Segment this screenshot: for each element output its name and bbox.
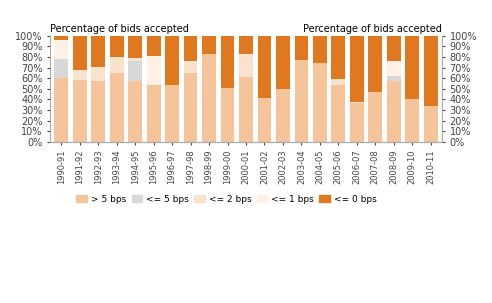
Bar — [202, 54, 216, 142]
Bar — [332, 85, 345, 142]
Bar — [387, 82, 401, 142]
Bar — [369, 92, 382, 142]
Bar — [54, 59, 68, 78]
Bar — [110, 36, 123, 57]
Bar — [91, 67, 105, 82]
Bar — [239, 77, 253, 142]
Bar — [165, 36, 179, 85]
Bar — [202, 36, 216, 54]
Bar — [73, 80, 87, 142]
Bar — [165, 85, 179, 142]
Bar — [184, 36, 197, 61]
Bar — [276, 89, 290, 142]
Bar — [54, 40, 68, 59]
Bar — [405, 99, 419, 142]
Bar — [54, 36, 68, 40]
Bar — [239, 54, 253, 77]
Bar — [387, 61, 401, 76]
Bar — [313, 63, 327, 142]
Bar — [220, 36, 235, 88]
Bar — [91, 82, 105, 142]
Bar — [184, 61, 197, 73]
Bar — [405, 36, 419, 99]
Bar — [91, 36, 105, 67]
Bar — [73, 70, 87, 80]
Bar — [147, 85, 160, 142]
Bar — [350, 103, 364, 142]
Bar — [332, 36, 345, 79]
Bar — [220, 88, 235, 142]
Bar — [147, 56, 160, 85]
Bar — [257, 98, 272, 142]
Bar — [332, 79, 345, 85]
Bar — [257, 36, 272, 98]
Bar — [387, 36, 401, 61]
Bar — [276, 36, 290, 89]
Bar — [350, 102, 364, 103]
Bar — [424, 106, 438, 142]
Bar — [128, 36, 142, 58]
Bar — [128, 61, 142, 82]
Bar — [239, 36, 253, 54]
Bar — [295, 60, 308, 142]
Bar — [128, 58, 142, 61]
Bar — [128, 82, 142, 142]
Bar — [147, 36, 160, 56]
Bar — [110, 57, 123, 73]
Bar — [184, 73, 197, 142]
Bar — [54, 78, 68, 142]
Legend: > 5 bps, <= 5 bps, <= 2 bps, <= 1 bps, <= 0 bps: > 5 bps, <= 5 bps, <= 2 bps, <= 1 bps, <… — [73, 191, 380, 207]
Text: Percentage of bids accepted: Percentage of bids accepted — [303, 24, 442, 34]
Bar — [350, 36, 364, 102]
Bar — [110, 73, 123, 142]
Bar — [73, 36, 87, 70]
Bar — [387, 76, 401, 82]
Bar — [295, 36, 308, 60]
Bar — [369, 36, 382, 92]
Bar — [313, 36, 327, 63]
Bar — [424, 36, 438, 106]
Text: Percentage of bids accepted: Percentage of bids accepted — [50, 24, 189, 34]
